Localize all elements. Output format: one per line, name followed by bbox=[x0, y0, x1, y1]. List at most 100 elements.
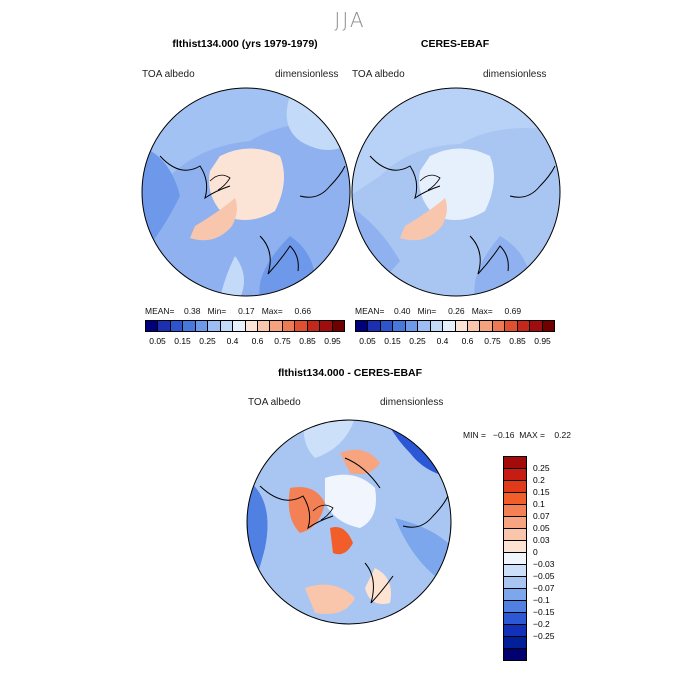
colorbar-swatch bbox=[480, 321, 493, 331]
diff-panel-title: flthist134.000 - CERES-EBAF bbox=[277, 367, 423, 379]
diff-colorbar-tick-label: −0.15 bbox=[533, 607, 555, 617]
colorbar-swatch bbox=[282, 321, 296, 331]
colorbar-swatch bbox=[542, 321, 554, 331]
diff-units-label: dimensionless bbox=[380, 397, 444, 408]
colorbar-swatch bbox=[320, 321, 333, 331]
diff-colorbar-tick-label: 0.25 bbox=[533, 463, 550, 473]
colorbar-swatch bbox=[332, 321, 344, 331]
colorbar-swatch bbox=[530, 321, 543, 331]
diff-colorbar-tick-label: 0 bbox=[533, 547, 538, 557]
colorbar-swatch bbox=[418, 321, 431, 331]
colorbar-swatch bbox=[257, 321, 271, 331]
diff-colorbar: 0.25 0.2 0.15 0.1 0.07 0.05 0.03 0 −0.03 −0.05 −0.… bbox=[503, 456, 555, 661]
diff-colorbar-tick-label: −0.25 bbox=[533, 631, 555, 641]
colorbar-swatch bbox=[245, 321, 258, 331]
obs-colorbar: 0.05 0.15 0.25 0.4 0.6 0.75 0.85 0.95 bbox=[355, 320, 555, 346]
diff-colorbar-swatch bbox=[504, 649, 526, 660]
diff-colorbar-tick-label: 0.1 bbox=[533, 499, 545, 509]
obs-panel-title: CERES-EBAF bbox=[420, 38, 490, 50]
colorbar-tick-label: 0.6 bbox=[461, 336, 474, 346]
colorbar-swatch bbox=[295, 321, 308, 331]
colorbar-tick-label: 0.05 bbox=[149, 336, 166, 346]
colorbar-swatch bbox=[183, 321, 196, 331]
diff-colorbar-tick-label: −0.2 bbox=[533, 619, 550, 629]
diff-polar-map bbox=[246, 419, 452, 625]
greenland bbox=[190, 198, 237, 241]
colorbar-tick-label: 0.85 bbox=[299, 336, 316, 346]
colorbar-tick-label: 0.6 bbox=[251, 336, 264, 346]
colorbar-swatch bbox=[195, 321, 209, 331]
colorbar-tick-label: 0.4 bbox=[436, 336, 449, 346]
colorbar-swatch bbox=[208, 321, 221, 331]
diff-colorbar-tick-label: −0.1 bbox=[533, 595, 550, 605]
diff-colorbar-tick-label: 0.03 bbox=[533, 535, 550, 545]
diff-colorbar-tick-label: −0.05 bbox=[533, 571, 555, 581]
model-panel-title: flthist134.000 (yrs 1979-1979) bbox=[172, 38, 318, 50]
model-colorbar: 0.05 0.15 0.25 0.4 0.6 0.75 0.85 0.95 bbox=[145, 320, 345, 346]
colorbar-swatch bbox=[233, 321, 246, 331]
obs-variable-label: TOA albedo bbox=[352, 69, 405, 80]
colorbar-tick-label: 0.75 bbox=[484, 336, 501, 346]
model-polar-map bbox=[141, 87, 351, 297]
obs-polar-map bbox=[351, 87, 561, 297]
colorbar-swatch bbox=[430, 321, 444, 331]
diff-colorbar-swatch bbox=[504, 565, 526, 577]
colorbar-tick-label: 0.75 bbox=[274, 336, 291, 346]
colorbar-tick-label: 0.95 bbox=[324, 336, 341, 346]
colorbar-swatch bbox=[220, 321, 234, 331]
colorbar-swatch bbox=[443, 321, 456, 331]
diff-variable-label: TOA albedo bbox=[248, 397, 301, 408]
obs-stats: MEAN= 0.40 Min= 0.26 Max= 0.69 bbox=[355, 306, 522, 316]
diff-colorbar-swatch bbox=[504, 529, 526, 541]
diff-colorbar-swatch bbox=[504, 493, 526, 505]
diff-colorbar-swatch bbox=[504, 457, 526, 469]
colorbar-tick-label: 0.4 bbox=[226, 336, 239, 346]
colorbar-tick-label: 0.15 bbox=[384, 336, 401, 346]
colorbar-swatch bbox=[517, 321, 531, 331]
model-stats: MEAN= 0.38 Min= 0.17 Max= 0.66 bbox=[145, 306, 312, 316]
colorbar-swatch bbox=[492, 321, 506, 331]
colorbar-tick-label: 0.95 bbox=[534, 336, 551, 346]
diff-colorbar-tick-label: 0.05 bbox=[533, 523, 550, 533]
diff-colorbar-swatch bbox=[504, 505, 526, 517]
colorbar-tick-label: 0.25 bbox=[199, 336, 216, 346]
colorbar-swatch bbox=[467, 321, 481, 331]
colorbar-swatch bbox=[405, 321, 419, 331]
diff-colorbar-tick-label: 0.15 bbox=[533, 487, 550, 497]
diff-colorbar-swatch bbox=[504, 517, 526, 529]
model-units-label: dimensionless bbox=[275, 69, 339, 80]
model-variable-label: TOA albedo bbox=[142, 69, 195, 80]
colorbar-tick-label: 0.05 bbox=[359, 336, 376, 346]
diff-colorbar-swatch bbox=[504, 541, 526, 553]
season-title: JJA bbox=[334, 8, 366, 32]
diff-colorbar-tick-label: −0.03 bbox=[533, 559, 555, 569]
colorbar-swatch bbox=[356, 321, 369, 331]
colorbar-tick-label: 0.15 bbox=[174, 336, 191, 346]
colorbar-tick-label: 0.85 bbox=[509, 336, 526, 346]
diff-colorbar-tick-label: −0.07 bbox=[533, 583, 555, 593]
colorbar-tick-label: 0.25 bbox=[409, 336, 426, 346]
diff-colorbar-swatch bbox=[504, 625, 526, 637]
diff-colorbar-swatch bbox=[504, 637, 526, 649]
diff-colorbar-swatch bbox=[504, 481, 526, 493]
colorbar-swatch bbox=[146, 321, 159, 331]
diff-colorbar-swatch bbox=[504, 577, 526, 589]
obs-units-label: dimensionless bbox=[483, 69, 547, 80]
diff-colorbar-swatch bbox=[504, 601, 526, 613]
colorbar-swatch bbox=[455, 321, 468, 331]
colorbar-swatch bbox=[368, 321, 381, 331]
colorbar-swatch bbox=[170, 321, 184, 331]
diff-minmax: MIN = −0.16 MAX = 0.22 bbox=[463, 430, 571, 440]
colorbar-swatch bbox=[393, 321, 406, 331]
diff-colorbar-swatch bbox=[504, 613, 526, 625]
diff-colorbar-swatch bbox=[504, 469, 526, 481]
colorbar-swatch bbox=[270, 321, 283, 331]
colorbar-swatch bbox=[505, 321, 518, 331]
colorbar-swatch bbox=[307, 321, 321, 331]
arctic-high-albedo bbox=[209, 148, 284, 220]
diff-colorbar-tick-label: 0.07 bbox=[533, 511, 550, 521]
diff-colorbar-tick-label: 0.2 bbox=[533, 475, 545, 485]
colorbar-swatch bbox=[158, 321, 171, 331]
diff-colorbar-swatch bbox=[504, 553, 526, 565]
colorbar-swatch bbox=[380, 321, 394, 331]
